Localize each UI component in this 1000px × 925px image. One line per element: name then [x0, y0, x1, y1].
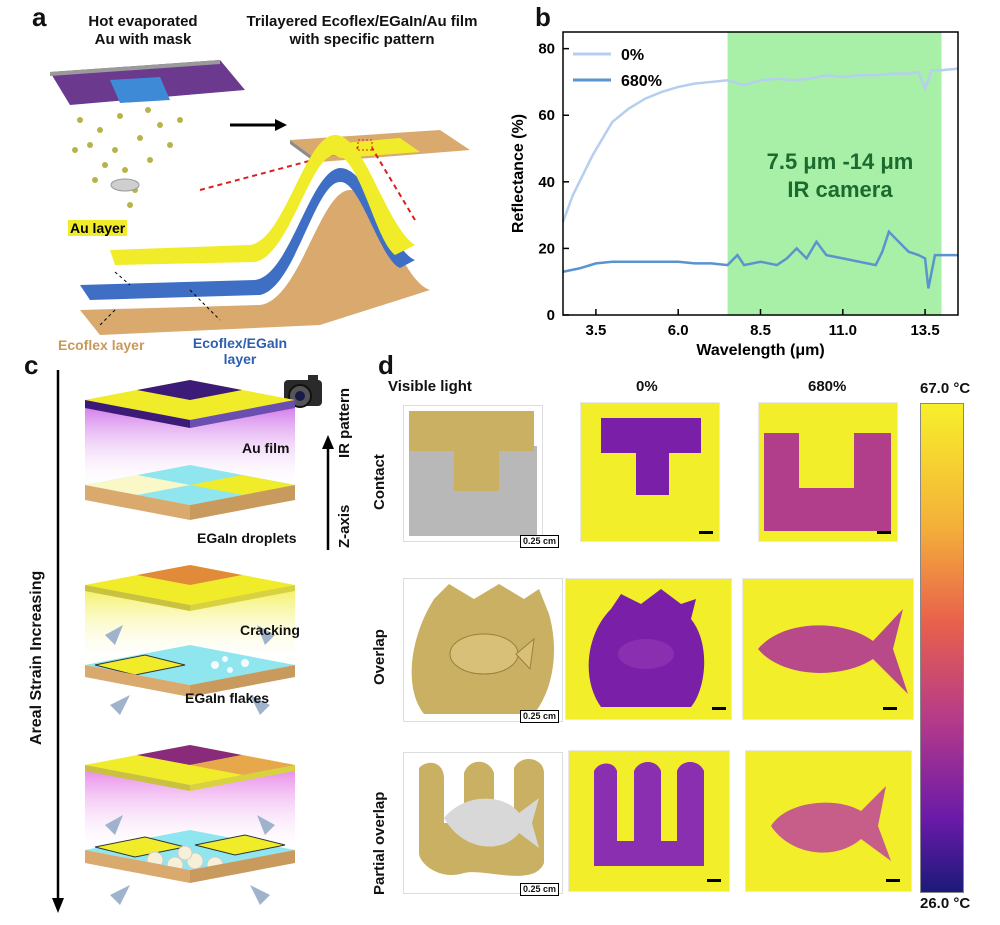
- ir-band-annotation: 7.5 μm -14 μm IR camera: [766, 149, 914, 202]
- panel-b-label: b: [535, 2, 551, 32]
- x-axis-label: Wavelength (μm): [696, 342, 824, 359]
- series-line-0: [561, 67, 959, 223]
- x-tick-label: 11.0: [829, 322, 857, 339]
- label-cracking: Cracking: [240, 622, 300, 638]
- au-layer-shape: [110, 135, 415, 265]
- y-tick-label: 80: [538, 41, 555, 58]
- scale-bar-contact: 0.25 cm: [520, 535, 560, 548]
- ir-pattern-label: IR pattern: [336, 387, 353, 458]
- panel-c-label: c: [24, 350, 39, 380]
- legend-label-1: 680%: [621, 73, 662, 90]
- y-tick-label: 40: [538, 174, 555, 191]
- colorbar-max-label: 67.0 °C: [920, 380, 971, 397]
- strain-arrow: [52, 370, 64, 913]
- label-egain-flakes: EGaIn flakes: [185, 690, 270, 706]
- series-line-1: [562, 229, 958, 289]
- mask-window: [110, 77, 170, 103]
- x-tick-label: 8.5: [750, 322, 771, 339]
- col-header-0pct: 0%: [636, 378, 658, 395]
- legend-label-0: 0%: [621, 47, 644, 64]
- photo-overlap: [403, 578, 563, 722]
- col-header-visible: Visible light: [388, 378, 472, 395]
- y-tick-label: 20: [538, 240, 555, 257]
- ir-contact-680pct: [758, 402, 898, 542]
- label-egain-droplets: EGaIn droplets: [197, 530, 297, 546]
- scale-bar-partial-overlap: 0.25 cm: [520, 883, 560, 896]
- z-axis-label: Z-axis: [336, 504, 353, 548]
- panel-d-label: d: [378, 350, 394, 380]
- y-tick-label: 0: [547, 307, 555, 324]
- scale-bar-overlap: 0.25 cm: [520, 710, 560, 723]
- y-axis-label: Reflectance (%): [510, 114, 527, 233]
- ecoflex-base: [80, 190, 430, 335]
- panel-a-label: a: [32, 2, 47, 32]
- stack-3-illustration: [85, 745, 295, 905]
- reflectance-chart: 3.5 6.0 8.5 11.0 13.5 0 20 40 60 80 0% 680% Wavele…: [510, 31, 959, 359]
- ir-overlap-680pct: [742, 578, 914, 720]
- row-header-contact: Contact: [371, 454, 388, 510]
- photo-partial-overlap: [403, 752, 563, 894]
- panel-a-title-right: Trilayered Ecoflex/EGaIn/Au film with sp…: [246, 13, 478, 48]
- stack-2-illustration: [85, 565, 295, 715]
- panel-a-illustration: [50, 60, 470, 335]
- x-tick-label: 3.5: [585, 322, 606, 339]
- temperature-colorbar: [920, 403, 964, 893]
- ir-partial-overlap-0pct: [568, 750, 730, 892]
- colorbar-min-label: 26.0 °C: [920, 895, 971, 912]
- label-ecoflex-layer: Ecoflex layer: [58, 337, 145, 353]
- ir-contact-0pct: [580, 402, 720, 542]
- source-crucible: [110, 178, 140, 192]
- au-particles: [72, 107, 183, 208]
- row-header-overlap: Overlap: [371, 629, 388, 685]
- egain-layer: [80, 168, 415, 300]
- ir-partial-overlap-680pct: [745, 750, 912, 892]
- label-ecoflex-egain-layer: Ecoflex/EGaIn layer: [192, 335, 288, 367]
- areal-strain-label: Areal Strain Increasing: [28, 570, 45, 745]
- x-tick-label: 13.5: [910, 322, 939, 339]
- z-axis-arrow: [322, 435, 334, 550]
- x-tick-label: 6.0: [668, 322, 689, 339]
- col-header-680pct: 680%: [808, 378, 847, 395]
- ir-overlap-0pct: [565, 578, 732, 720]
- label-au-layer: Au layer: [68, 220, 128, 236]
- row-header-partial-overlap: Partial overlap: [371, 791, 388, 895]
- photo-contact: [403, 405, 543, 542]
- panel-a-title-left: Hot evaporated Au with mask: [88, 13, 198, 48]
- label-au-film: Au film: [242, 440, 290, 456]
- y-tick-label: 60: [538, 107, 555, 124]
- process-arrow: [275, 119, 287, 131]
- stack-1-illustration: [85, 380, 295, 520]
